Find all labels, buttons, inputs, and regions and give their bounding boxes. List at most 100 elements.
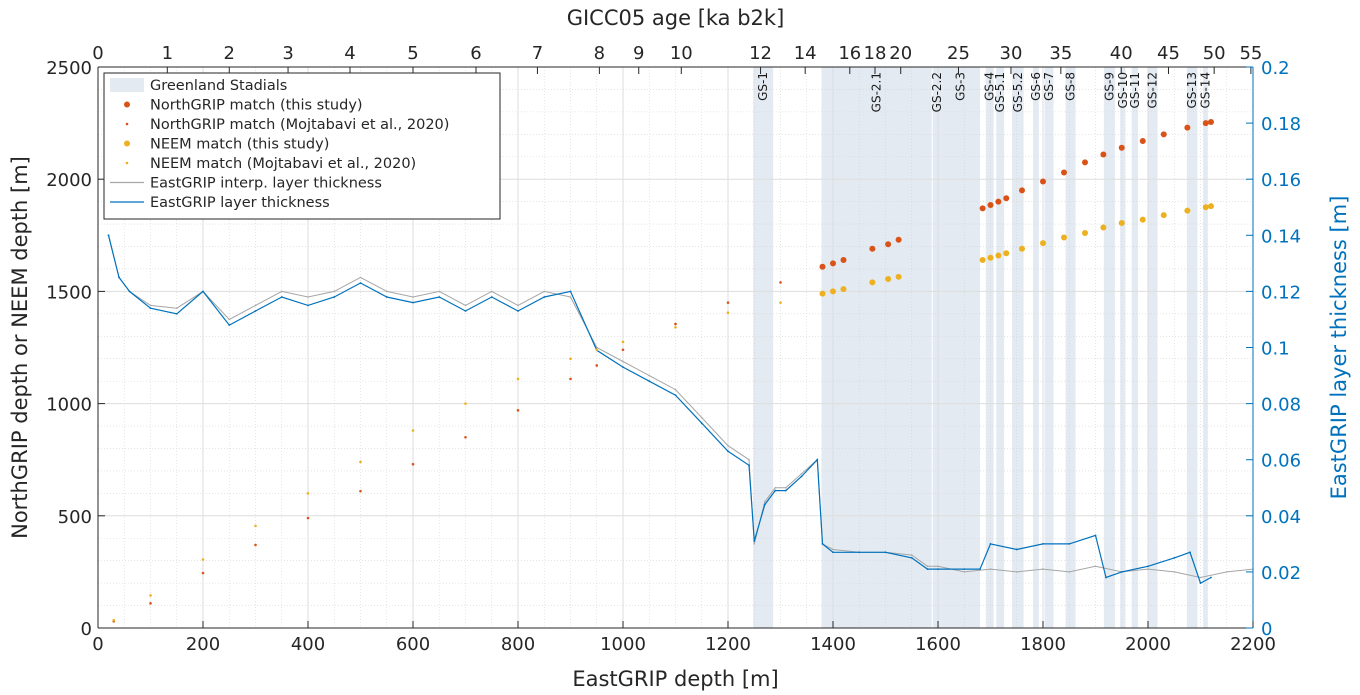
thickness-point (1068, 542, 1071, 545)
thickness-point (816, 458, 819, 461)
top-tick-label: 20 (889, 43, 912, 64)
neem-this-study-point (1118, 219, 1125, 226)
legend-marker (125, 122, 129, 126)
stadial-band (1120, 67, 1126, 628)
neem-mojtabavi-point (674, 326, 677, 329)
top-tick-label: 0 (92, 43, 103, 64)
neem-this-study-point (1040, 240, 1046, 247)
interp-thickness-point (1225, 571, 1228, 573)
interp-thickness-point (1094, 565, 1097, 568)
top-tick-label: 30 (1000, 43, 1023, 64)
northgrip-mojtabavi-point (569, 377, 572, 381)
stadial-band (1103, 67, 1115, 628)
neem-this-study-point (830, 288, 836, 295)
neem-this-study-point (1139, 216, 1146, 223)
stadial-band (1033, 67, 1039, 628)
top-tick-label: 3 (282, 43, 293, 64)
legend-entry-label: EastGRIP layer thickness (150, 195, 330, 211)
stadial-label: GS-2.1 (870, 72, 884, 112)
thickness-point (1042, 542, 1044, 545)
northgrip-this-study-point (895, 236, 902, 243)
thickness-point (858, 551, 861, 554)
legend-marker (124, 101, 130, 108)
thickness-point (884, 551, 887, 554)
northgrip-this-study-point (995, 198, 1002, 205)
interp-thickness-point (385, 290, 388, 293)
stadial-band (1148, 67, 1158, 628)
stadial-band (1203, 67, 1208, 628)
interp-thickness-point (254, 304, 257, 307)
y-left-tick-label: 1000 (46, 395, 92, 416)
northgrip-this-study-point (979, 205, 986, 212)
thickness-point (1147, 565, 1149, 568)
interp-thickness-point (490, 290, 493, 293)
thickness-point (800, 475, 803, 478)
x-tick-label: 600 (396, 634, 430, 655)
thickness-point (543, 296, 546, 298)
top-tick-label: 1 (162, 43, 173, 64)
stadial-label: GS-5.1 (993, 72, 1007, 112)
neem-mojtabavi-point (726, 311, 730, 315)
interp-thickness-point (648, 374, 651, 377)
stadial-band (941, 67, 980, 628)
northgrip-this-study-point (1202, 120, 1209, 127)
series-layer (107, 118, 1254, 623)
legend-swatch (110, 78, 144, 92)
legend-entry-label: NorthGRIP match (Mojtabavi et al., 2020) (150, 117, 449, 133)
thickness-point (1173, 556, 1176, 559)
legend-entry-label: NEEM match (this study) (150, 137, 329, 153)
x-tick-label: 1200 (705, 634, 751, 655)
thickness-point (821, 542, 824, 545)
thickness-point (228, 324, 231, 326)
interp-thickness-point (989, 568, 992, 570)
thickness-point (254, 310, 257, 312)
interp-thickness-point (1015, 571, 1018, 573)
thickness-point (989, 542, 992, 545)
neem-this-study-point (1100, 224, 1107, 231)
northgrip-this-study-point (819, 263, 826, 270)
thickness-point (622, 366, 624, 369)
northgrip-this-study-point (830, 260, 836, 267)
thickness-point (832, 551, 834, 554)
neem-this-study-point (1082, 230, 1088, 237)
thickness-point (1210, 576, 1212, 579)
thickness-point (175, 312, 178, 315)
x-tick-label: 800 (501, 634, 535, 655)
stadial-label: GS-5.2 (1011, 72, 1025, 112)
interp-thickness-point (359, 276, 362, 279)
stadial-band (1186, 67, 1198, 628)
neem-this-study-point (895, 273, 902, 280)
stadial-band (996, 67, 1005, 628)
thickness-point (118, 276, 120, 279)
neem-mojtabavi-point (621, 340, 625, 344)
thickness-point (763, 503, 766, 506)
thickness-point (107, 234, 110, 237)
interp-thickness-point (412, 296, 414, 298)
y-right-tick-label: 0.14 (1261, 226, 1301, 247)
northgrip-mojtabavi-point (516, 409, 520, 412)
interp-thickness-point (763, 500, 766, 503)
interp-thickness-point (753, 543, 756, 545)
interp-thickness-point (727, 444, 729, 447)
northgrip-mojtabavi-point (595, 364, 599, 367)
y-right-tick-label: 0.02 (1261, 563, 1301, 584)
stadial-band (985, 67, 994, 628)
stadial-label: GS-9 (1102, 72, 1116, 101)
thickness-point (979, 568, 981, 570)
series-interp-layer-thickness (108, 235, 1254, 579)
interp-thickness-point (700, 416, 703, 419)
thickness-point (464, 310, 467, 312)
stadial-label: GS-10 (1116, 72, 1130, 109)
neem-this-study-point (1202, 204, 1209, 211)
northgrip-this-study-point (885, 241, 892, 248)
northgrip-mojtabavi-point (779, 281, 782, 284)
stadial-labels: GS-1 GS-2.1 GS-2.2 GS-3 GS-4GS-5.1 GS-5.2 GS-6… (756, 72, 1212, 112)
y-right-tick-label: 0.2 (1261, 58, 1290, 79)
top-tick-label: 5 (407, 43, 418, 64)
northgrip-this-study-point (1003, 195, 1010, 202)
top-tick-label: 12 (749, 43, 772, 64)
northgrip-mojtabavi-point (254, 543, 257, 547)
neem-mojtabavi-point (516, 377, 520, 381)
top-tick-label: 16 (838, 43, 861, 64)
